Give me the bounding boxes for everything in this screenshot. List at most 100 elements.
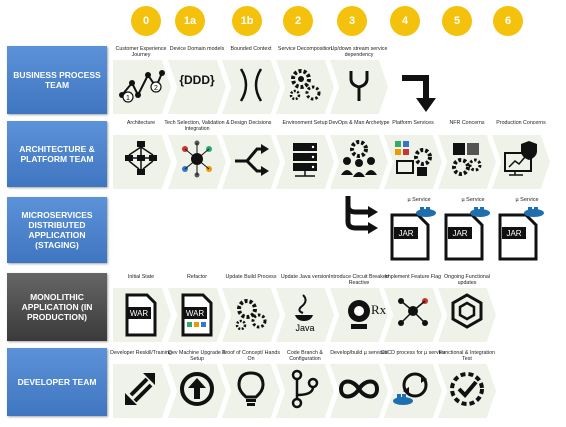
row-label-developer-team: DEVELOPER TEAM — [7, 348, 107, 416]
business-step-decomposition: Service Decomposition — [272, 46, 338, 105]
step-title: NFR Concerns — [449, 120, 485, 126]
developer-step-reskill: Developer Reskill/Training — [108, 350, 174, 409]
architecture-step-devops: DevOps & Man Archetype — [326, 120, 392, 179]
step-title: Update Build Process — [225, 274, 277, 280]
architecture-step-environment: Environment Setup — [272, 120, 338, 179]
architecture-step-design-decisions: Design Decisions — [218, 120, 284, 179]
java-label: Java — [295, 323, 314, 333]
phase-circle-4: 4 — [390, 6, 420, 36]
war-file-icon: WAR — [181, 293, 213, 337]
phase-circle-3: 3 — [337, 6, 367, 36]
step-title: Tech Selection, Validation & Integration — [164, 120, 230, 132]
step-title: Update Java version — [280, 274, 330, 280]
phase-circle-1b: 1b — [232, 6, 262, 36]
integration-icon — [182, 140, 212, 178]
business-step-bounded-context: Bounded Context — [218, 46, 284, 105]
chevron — [438, 288, 496, 342]
step-title: Environment Setup — [282, 120, 328, 126]
step-title: Architecture — [126, 120, 156, 126]
step-title: Device Domain models — [169, 46, 225, 52]
jar-label: JAR — [506, 229, 521, 238]
phase-circle-6: 6 — [493, 6, 523, 36]
architecture-step-architecture: Architecture — [108, 120, 174, 179]
jar-container-icon: JAR — [498, 207, 544, 261]
split-arrow-icon — [345, 196, 378, 234]
network-icon — [125, 141, 157, 175]
chevron — [222, 135, 280, 189]
step-title: CI/CD process for µ service — [380, 350, 446, 356]
step-title: Proof of Concept/ Hands On — [221, 350, 280, 362]
phase-circle-5: 5 — [442, 6, 472, 36]
ddd-icon: {DDD} — [179, 73, 215, 87]
step-title: Refactor — [186, 274, 208, 280]
monolith-step-circuit-breaker: Introduce Circuit Breaker/ Reactive — [326, 274, 392, 333]
architecture-step-platform-services: Platform Services — [380, 120, 446, 179]
microservice-containers: JAR JAR JAR — [384, 205, 560, 265]
step-title: Initial State — [127, 274, 155, 280]
monolith-step-build-process: Update Build Process — [218, 274, 284, 333]
business-step-dependency: Up/down stream service dependency — [326, 46, 392, 105]
upload-icon — [180, 372, 214, 406]
business-step-domain-models: Device Domain models {DDD} — [164, 46, 230, 87]
microservice-label-2: µ Service — [461, 197, 485, 203]
developer-step-testing: Functional & Integration Test — [434, 350, 500, 409]
step-title: Bounded Context — [230, 46, 272, 52]
server-icon — [293, 143, 317, 177]
step-title: Dev Machine Upgrade & Setup — [168, 350, 226, 362]
step-title: Introduce Circuit Breaker/ Reactive — [328, 274, 390, 286]
cicd-icon — [393, 372, 428, 405]
step-title: Implement Feature Flag — [384, 274, 442, 280]
phase-circle-2: 2 — [283, 6, 313, 36]
gears-icon — [289, 69, 321, 101]
microservice-label-1: µ Service — [407, 197, 431, 203]
step-title: Ongoing Functional updates — [444, 274, 490, 286]
team-gear-icon — [341, 140, 377, 177]
developer-step-cicd: CI/CD process for µ service — [380, 350, 446, 409]
phase-circle-0: 0 — [131, 6, 161, 36]
row-label-microservices-staging: MICROSERVICES DISTRIBUTED APPLICATION (S… — [7, 197, 107, 263]
jar-label: JAR — [452, 229, 467, 238]
microservice-label-3: µ Service — [515, 197, 539, 203]
bounded-context-icon — [239, 68, 263, 102]
step-title: Production Concerns — [496, 120, 546, 126]
war-file-icon: WAR — [125, 293, 157, 337]
platform-icon — [395, 141, 432, 176]
architecture-step-production: Production Concerns — [488, 120, 554, 179]
architecture-step-tech-selection: Tech Selection, Validation & Integration — [164, 120, 230, 179]
gears-icon — [235, 299, 267, 331]
war-label: WAR — [186, 309, 205, 318]
chevron — [276, 60, 334, 114]
row-label-business-process: BUSINESS PROCESS TEAM — [7, 46, 107, 114]
hexagon-icon — [451, 293, 483, 329]
down-arrow-icon — [402, 75, 436, 112]
fork-icon — [349, 71, 369, 101]
rx-icon: Rx — [371, 302, 387, 317]
business-step-journey: Customer Experience Journey 1 2 — [108, 46, 174, 105]
developer-step-build-services: Develop/build µ services — [326, 350, 392, 409]
step-title: Design Decisions — [230, 120, 272, 126]
step-title: Customer Experience Journey — [115, 46, 167, 58]
circuit-breaker-icon — [348, 300, 370, 329]
step-title: Platform Services — [392, 120, 434, 126]
decision-arrows-icon — [235, 144, 269, 176]
step-title: DevOps & Man Archetype — [328, 120, 390, 126]
feature-flag-icon — [398, 298, 428, 326]
developer-step-code-branch: Code Branch & Configuration — [272, 350, 338, 409]
monolith-step-initial-state: Initial State WAR — [108, 274, 174, 337]
infinity-icon — [338, 379, 380, 399]
journey-step-2: 2 — [154, 85, 158, 92]
architecture-step-nfr: NFR Concerns — [434, 120, 500, 179]
monolith-step-feature-flag: Implement Feature Flag — [380, 274, 446, 333]
phase-circle-1a: 1a — [175, 6, 205, 36]
security-monitor-icon — [504, 141, 537, 176]
war-label: WAR — [130, 309, 149, 318]
java-icon: Java — [295, 294, 315, 333]
nfr-gears-icon — [452, 143, 482, 176]
monolith-step-functional-updates: Ongoing Functional updates — [434, 274, 500, 333]
step-title: Service Decomposition — [277, 46, 333, 52]
chevron — [222, 60, 280, 114]
monolith-step-refactor: Refactor WAR — [164, 274, 230, 337]
journey-step-1: 1 — [126, 95, 130, 102]
step-title: Code Branch & Configuration — [287, 350, 323, 362]
branch-icon — [291, 369, 319, 409]
